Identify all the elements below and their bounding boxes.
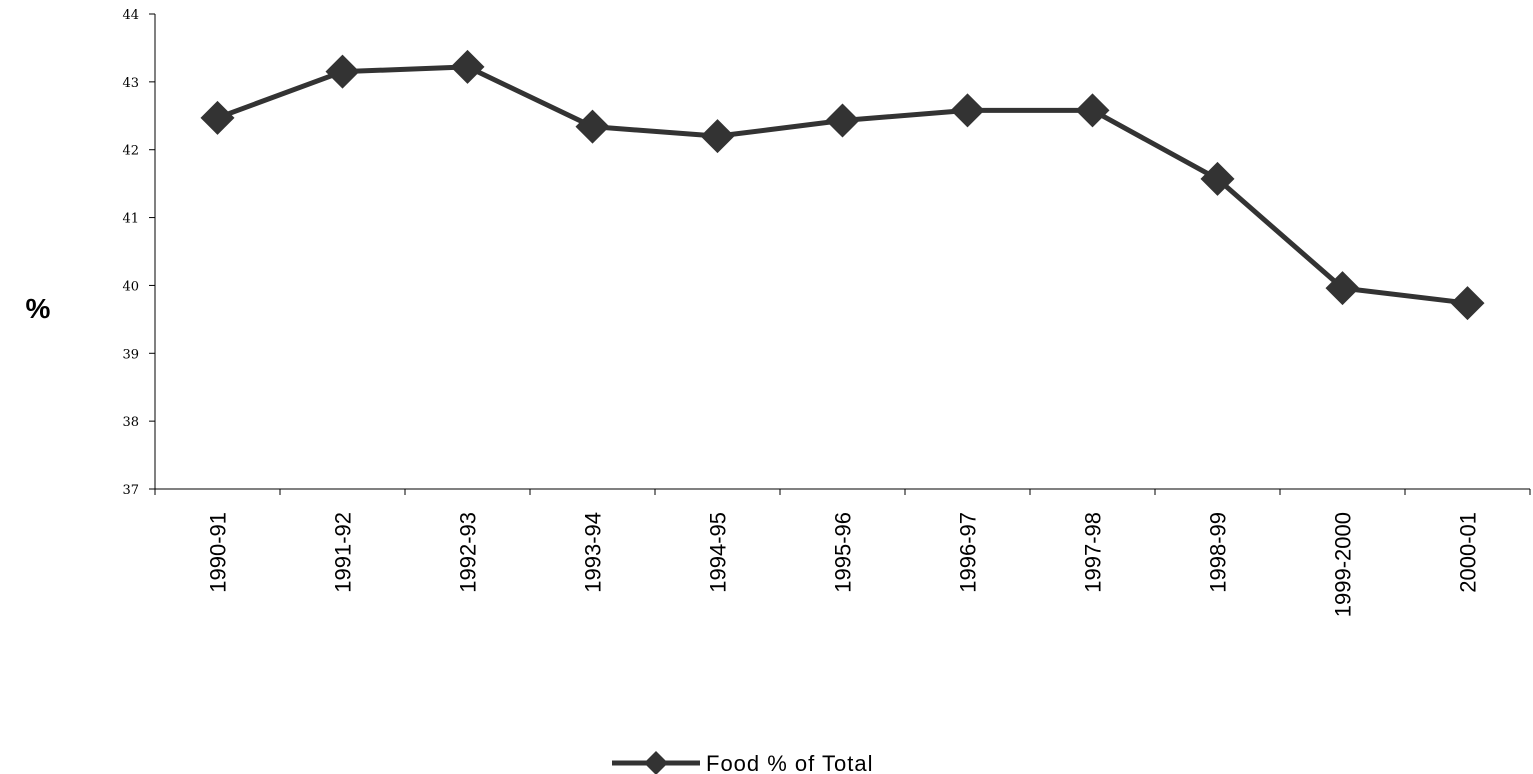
data-point-marker xyxy=(1325,271,1360,306)
x-axis-ticks: 1990-91 1991-92 1992-93 1993-94 1994-95 1995-… xyxy=(154,489,1531,617)
axes xyxy=(154,14,1530,490)
x-tick-label: 1993-94 xyxy=(581,512,606,593)
y-tick-label: 38 xyxy=(122,415,139,430)
y-tick-label: 43 xyxy=(122,76,139,91)
x-tick-label: 1990-91 xyxy=(206,512,231,593)
data-point-marker xyxy=(575,109,610,144)
data-point-marker xyxy=(1200,161,1235,196)
legend: Food % of Total xyxy=(612,751,873,774)
data-point-marker xyxy=(825,103,860,138)
y-tick-label: 39 xyxy=(122,347,139,362)
y-tick-label: 41 xyxy=(122,212,139,227)
y-tick-label: 42 xyxy=(122,144,139,159)
data-point-marker xyxy=(1075,93,1110,128)
legend-diamond-marker xyxy=(644,751,668,774)
x-tick-label: 1999-2000 xyxy=(1331,512,1356,617)
x-tick-label: 1991-92 xyxy=(331,512,356,593)
legend-series-label: Food % of Total xyxy=(706,751,873,774)
x-tick-label: 1992-93 xyxy=(456,512,481,593)
x-tick-label: 2000-01 xyxy=(1456,512,1481,593)
series-line xyxy=(216,64,1468,306)
x-tick-label: 1995-96 xyxy=(831,512,856,593)
x-tick-label: 1997-98 xyxy=(1081,512,1106,593)
data-point-marker xyxy=(325,54,360,89)
data-point-marker xyxy=(700,119,735,154)
series-group xyxy=(200,49,1485,321)
y-tick-label: 40 xyxy=(122,279,139,294)
data-point-marker xyxy=(950,93,985,128)
y-tick-label: 44 xyxy=(122,8,139,23)
data-point-marker xyxy=(1450,286,1485,321)
y-tick-label: 37 xyxy=(122,483,139,498)
x-tick-label: 1998-99 xyxy=(1206,512,1231,593)
x-tick-label: 1994-95 xyxy=(706,512,731,593)
data-point-marker xyxy=(200,100,235,135)
x-tick-label: 1996-97 xyxy=(956,512,981,593)
y-axis-label: % xyxy=(26,293,51,324)
y-axis-ticks: 37 38 39 40 41 42 43 44 xyxy=(122,8,155,498)
data-point-marker xyxy=(450,49,485,84)
